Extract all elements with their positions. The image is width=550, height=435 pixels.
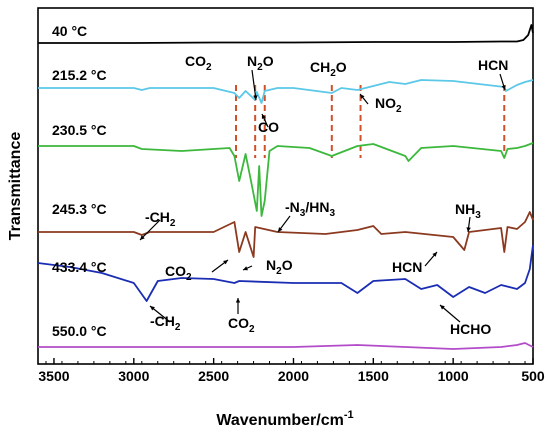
x-tick-label: 1500 <box>358 368 389 384</box>
series-label: 40 °C <box>52 23 87 39</box>
arrow-head <box>360 94 365 99</box>
arrow-head <box>223 260 228 265</box>
annotation: HCHO <box>450 321 491 337</box>
arrow-head <box>440 305 445 310</box>
series-label: 215.2 °C <box>52 67 107 83</box>
arrow-head <box>140 235 145 240</box>
series-label: 433.4 °C <box>52 259 107 275</box>
annotation: CO2 <box>228 315 255 335</box>
annotations: CO2 N2O CO CH2O NO2 HCN -CH2 -N3/HN3 NH3 CO2 N2O HC… <box>139 53 508 337</box>
annotation: HCN <box>478 57 508 73</box>
series-labels: 40 °C 215.2 °C 230.5 °C 245.3 °C 433.4 °C 550… <box>52 23 107 339</box>
annotation-arrow <box>251 69 257 101</box>
x-tick-label: 2000 <box>278 368 309 384</box>
arrow-head <box>466 227 471 232</box>
annotation: NH3 <box>455 201 481 221</box>
x-axis-label: Wavenumber/cm-1 <box>216 409 353 429</box>
series-label: 245.3 °C <box>52 201 107 217</box>
series-line <box>38 79 534 104</box>
x-tick-label: 1000 <box>438 368 469 384</box>
y-axis-label: Transmittance <box>7 132 24 241</box>
series-line <box>38 24 534 44</box>
series-label: 550.0 °C <box>52 323 107 339</box>
arrow-head <box>501 85 506 90</box>
annotation: CO <box>258 119 279 135</box>
series-label: 230.5 °C <box>52 122 107 138</box>
series-line <box>38 211 534 258</box>
plot-frame <box>37 7 534 365</box>
annotation: NO2 <box>375 95 402 115</box>
series-line <box>38 142 534 217</box>
arrow-head <box>150 306 155 311</box>
series-line <box>38 342 534 350</box>
annotation: N2O <box>266 257 293 277</box>
arrow-head <box>253 95 258 100</box>
x-tick-label: 3000 <box>118 368 149 384</box>
arrow-head <box>432 252 437 257</box>
x-axis-ticks: 3500 3000 2500 2000 1500 1000 500 <box>38 358 545 384</box>
x-axis-label-superscript: -1 <box>344 409 354 421</box>
series-line <box>37 244 534 302</box>
annotation: HCN <box>392 259 422 275</box>
x-tick-label: 2500 <box>198 368 229 384</box>
annotation: CO2 <box>165 263 192 283</box>
annotation: CO2 <box>185 53 212 73</box>
annotation-arrow <box>139 219 161 241</box>
annotation: N2O <box>247 53 274 73</box>
arrow-head <box>261 114 266 119</box>
series-layer <box>37 24 534 350</box>
arrow-head <box>243 266 248 271</box>
annotation: CH2O <box>310 59 347 79</box>
arrow-head <box>235 298 241 303</box>
annotation: -N3/HN3 <box>285 199 335 219</box>
annotation: -CH2 <box>150 313 181 333</box>
annotation: -CH2 <box>145 209 176 229</box>
arrow-head <box>278 227 283 232</box>
x-tick-label: 3500 <box>38 368 69 384</box>
x-tick-label: 500 <box>521 368 545 384</box>
